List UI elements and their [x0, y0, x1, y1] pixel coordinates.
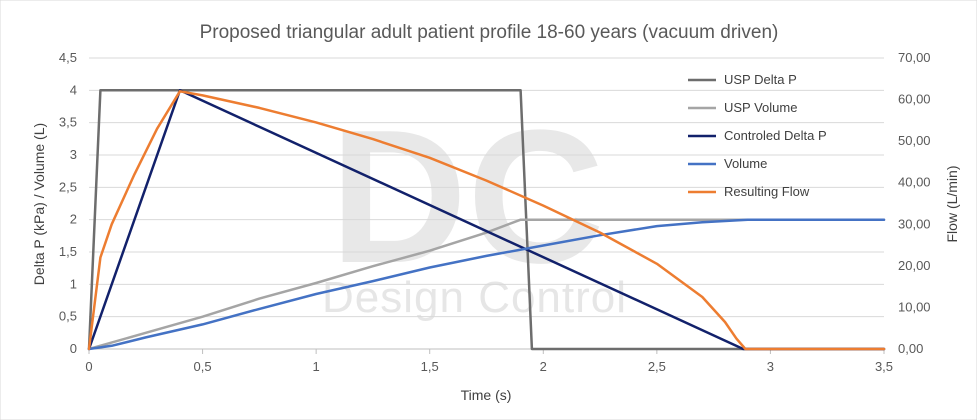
y-left-tick-label: 2	[70, 212, 77, 227]
series-line-usp-delta-p	[87, 89, 886, 351]
axes: 0 0,5 1 1,5 2 2,5 3 3,5 4 4,5 0,00 10,00 20,00 30,00 4…	[59, 50, 931, 374]
series-line-volume	[87, 218, 886, 351]
y-right-tick-label: 60,00	[898, 92, 931, 107]
x-tick-label: 2,5	[648, 359, 666, 374]
y-left-tick-label: 3,5	[59, 115, 77, 130]
chart-title: Proposed triangular adult patient profil…	[200, 22, 779, 43]
y-left-tick-label: 1,5	[59, 244, 77, 259]
legend-label-usp-delta-p: USP Delta P	[724, 72, 797, 87]
x-tick-label: 1	[313, 359, 320, 374]
legend-label-resulting-flow: Resulting Flow	[724, 184, 810, 199]
y-right-tick-label: 30,00	[898, 216, 931, 231]
x-tick-label: 1,5	[421, 359, 439, 374]
x-axis-label: Time (s)	[461, 387, 512, 403]
gridlines	[89, 57, 884, 350]
series-group	[87, 89, 886, 351]
series-line-usp-volume	[87, 218, 886, 351]
y-left-tick-label: 2,5	[59, 179, 77, 194]
y-right-tick-label: 70,00	[898, 50, 931, 65]
y-right-tick-label: 10,00	[898, 299, 931, 314]
x-tick-label: 2	[540, 359, 547, 374]
y-left-tick-label: 0	[70, 341, 77, 356]
watermark-logo: DC	[330, 91, 604, 303]
x-tick-label: 3	[767, 359, 774, 374]
watermark: DC Design Control	[322, 91, 627, 322]
y-axis-left-label: Delta P (kPa) / Volume (L)	[31, 123, 47, 285]
legend: USP Delta P USP Volume Controled Delta P Vo…	[688, 72, 827, 199]
legend-label-volume: Volume	[724, 156, 767, 171]
y-left-tick-label: 0,5	[59, 309, 77, 324]
y-left-tick-label: 4,5	[59, 50, 77, 65]
y-left-tick-label: 1	[70, 276, 77, 291]
y-right-tick-label: 40,00	[898, 175, 931, 190]
series-line-resulting-flow	[87, 90, 886, 351]
y-left-tick-label: 4	[70, 82, 77, 97]
x-tick-label: 3,5	[875, 359, 893, 374]
legend-label-controled-delta-p: Controled Delta P	[724, 128, 827, 143]
y-right-tick-label: 0,00	[898, 341, 923, 356]
x-tick-label: 0,5	[194, 359, 212, 374]
legend-label-usp-volume: USP Volume	[724, 100, 797, 115]
y-left-tick-label: 3	[70, 147, 77, 162]
y-right-tick-label: 50,00	[898, 133, 931, 148]
x-tick-label: 0	[85, 359, 92, 374]
y-axis-right-label: Flow (L/min)	[944, 165, 960, 242]
watermark-text: Design Control	[322, 273, 627, 322]
y-right-tick-label: 20,00	[898, 258, 931, 273]
